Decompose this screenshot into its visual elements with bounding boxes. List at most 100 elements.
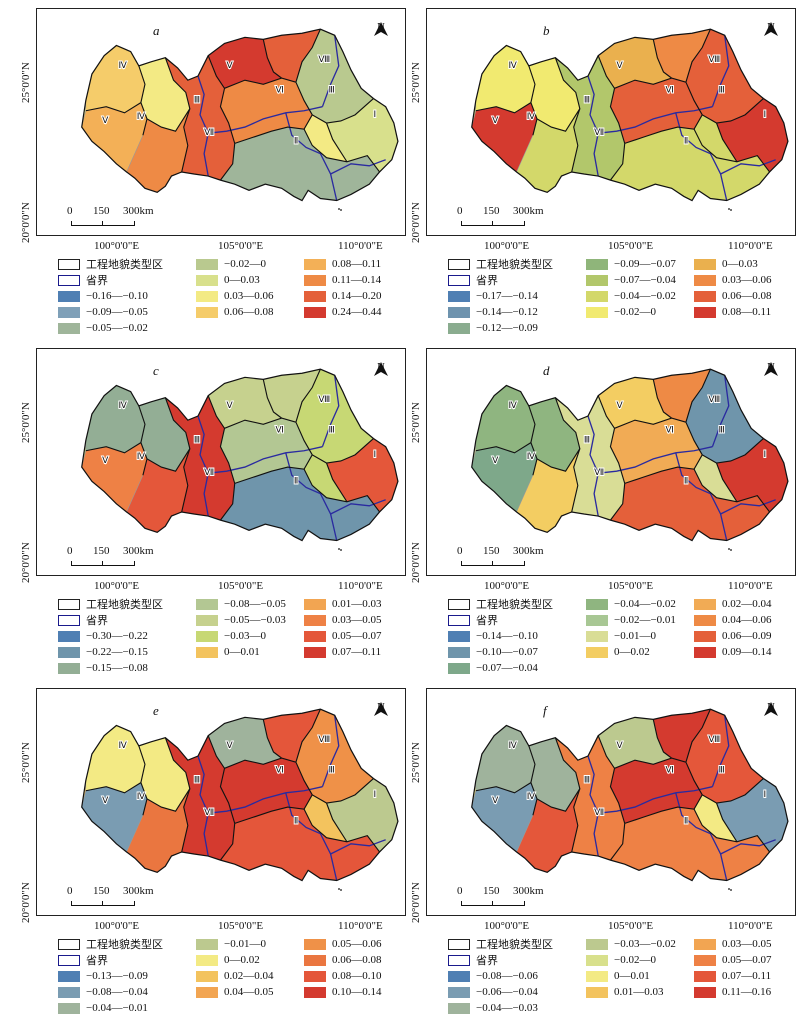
legend-swatch bbox=[586, 274, 608, 286]
legend-label: 0.03—0.06 bbox=[722, 274, 772, 286]
legend-label: 0.05—0.07 bbox=[332, 630, 382, 642]
scale-label-150: 150 bbox=[483, 205, 500, 217]
province-boundary-5 bbox=[330, 499, 386, 515]
legend-class-7: 0—0.01 bbox=[196, 646, 260, 658]
north-arrow: N bbox=[371, 21, 391, 36]
zone-boundary-5 bbox=[614, 757, 687, 769]
legend-swatch bbox=[58, 646, 80, 658]
legend-label: −0.15—−0.08 bbox=[86, 662, 148, 674]
province-boundary-3 bbox=[321, 375, 340, 447]
zone-boundary-7 bbox=[295, 28, 321, 83]
zone-boundary-12 bbox=[146, 448, 191, 472]
island-dot bbox=[728, 888, 730, 890]
legend-label: −0.14—−0.12 bbox=[476, 306, 538, 318]
latitude-label: 25°0'0"N bbox=[410, 62, 422, 103]
map-legend: 工程地貌类型区 省界 −0.13—−0.09 −0.08—−0.04 −0.04—−0.… bbox=[58, 938, 418, 1018]
legend-swatch bbox=[448, 986, 470, 998]
legend-swatch bbox=[448, 646, 470, 658]
legend-class-2: −0.14—−0.12 bbox=[448, 306, 538, 318]
legend-label: 工程地貌类型区 bbox=[86, 599, 163, 611]
legend-label: −0.05—−0.02 bbox=[86, 322, 148, 334]
legend-class-6: 0.02—0.04 bbox=[196, 970, 274, 982]
zone-boundary-3 bbox=[554, 397, 581, 513]
legend-class-4: −0.01—0 bbox=[196, 938, 266, 950]
north-arrow-icon bbox=[374, 22, 388, 36]
legend-label: 0.01—0.03 bbox=[614, 986, 664, 998]
legend-label: 0.04—0.05 bbox=[224, 986, 274, 998]
zone-label: Ⅱ bbox=[684, 815, 689, 825]
province-boundary-1 bbox=[197, 415, 209, 517]
scale-label-150: 150 bbox=[93, 545, 110, 557]
legend-label: −0.08—−0.04 bbox=[86, 986, 148, 998]
map-panel-e: Ⅰ Ⅱ Ⅲ Ⅳ Ⅴ Ⅵ Ⅶ Ⅷ Ⅳ Ⅲ Ⅴe N 0 150 300km 25°0'0"N 20°0'0"N 10… bbox=[0, 680, 800, 1020]
legend-swatch bbox=[304, 598, 326, 610]
latitude-label: 25°0'0"N bbox=[410, 742, 422, 783]
legend-label: −0.09—−0.07 bbox=[614, 258, 676, 270]
legend-swatch bbox=[448, 970, 470, 982]
zone-boundary-9 bbox=[624, 454, 703, 484]
island-dot bbox=[338, 208, 340, 210]
north-arrow: N bbox=[371, 361, 391, 376]
panel-letter: f bbox=[543, 703, 547, 718]
zone-label: Ⅵ bbox=[666, 424, 674, 434]
legend-class-3: −0.15—−0.08 bbox=[58, 662, 148, 674]
scale-label-150: 150 bbox=[93, 885, 110, 897]
zone-label: Ⅴ bbox=[227, 400, 234, 410]
legend-swatch bbox=[58, 598, 80, 610]
legend-swatch bbox=[58, 614, 80, 626]
zone-boundary-7 bbox=[685, 708, 711, 763]
legend-label: 工程地貌类型区 bbox=[86, 939, 163, 951]
zone-label: Ⅲ bbox=[719, 84, 725, 94]
zone-label: Ⅲ bbox=[719, 424, 725, 434]
north-arrow-icon bbox=[374, 362, 388, 376]
zone-label: Ⅳ bbox=[118, 60, 127, 70]
legend-swatch bbox=[586, 938, 608, 950]
legend-class-6: 0.03—0.06 bbox=[196, 290, 274, 302]
legend-swatch bbox=[586, 954, 608, 966]
legend-swatch bbox=[58, 630, 80, 642]
legend-label: 0.06—0.09 bbox=[722, 630, 772, 642]
zone-label: Ⅴ bbox=[102, 455, 109, 465]
legend-label: −0.07—−0.04 bbox=[476, 662, 538, 674]
island-dot bbox=[338, 548, 340, 550]
legend-class-10: 0.06—0.08 bbox=[694, 290, 772, 302]
legend-swatch bbox=[694, 598, 716, 610]
legend-label: −0.08—−0.06 bbox=[476, 970, 538, 982]
zone-boundary-11 bbox=[715, 802, 738, 843]
zone-label: Ⅵ bbox=[276, 84, 284, 94]
legend-swatch bbox=[196, 290, 218, 302]
legend-label: −0.03—−0.02 bbox=[614, 938, 676, 950]
zone-boundary-12 bbox=[146, 108, 191, 132]
legend-class-2: −0.06—−0.04 bbox=[448, 986, 538, 998]
longitude-label: 100°0'0"E bbox=[94, 240, 140, 252]
zone-boundary-10 bbox=[693, 468, 771, 513]
legend-swatch bbox=[694, 646, 716, 658]
legend-class-5: −0.05—−0.03 bbox=[196, 614, 286, 626]
legend-class-7: 0—0.02 bbox=[586, 646, 650, 658]
zone-label: Ⅳ bbox=[508, 400, 517, 410]
legend-swatch bbox=[304, 258, 326, 270]
zone-label: Ⅰ bbox=[763, 789, 766, 799]
legend-swatch bbox=[694, 938, 716, 950]
legend-swatch bbox=[586, 598, 608, 610]
zone-label: Ⅶ bbox=[204, 127, 214, 137]
zone-label: Ⅱ bbox=[294, 135, 299, 145]
zone-label: Ⅲ bbox=[194, 435, 200, 445]
map-legend: 工程地貌类型区 省界 −0.17—−0.14 −0.14—−0.12 −0.12—−0.… bbox=[448, 258, 800, 338]
longitude-label: 110°0'0"E bbox=[338, 920, 383, 932]
province-boundary-3 bbox=[321, 35, 340, 107]
zone-label: Ⅲ bbox=[194, 95, 200, 105]
legend-class-9: 0.03—0.06 bbox=[694, 274, 772, 286]
legend-class-10: 0.08—0.10 bbox=[304, 970, 382, 982]
map-panel-f: Ⅰ Ⅱ Ⅲ Ⅳ Ⅴ Ⅵ Ⅶ Ⅷ Ⅳ Ⅲ Ⅴf N 0 150 300km 25°0'0"N 20°0'0"N 10… bbox=[0, 680, 800, 1020]
legend-swatch bbox=[586, 970, 608, 982]
legend-label: −0.06—−0.04 bbox=[476, 986, 538, 998]
scale-label-300: 300km bbox=[123, 205, 154, 217]
scale-label-300: 300km bbox=[513, 545, 544, 557]
zone-boundary-3 bbox=[164, 737, 191, 853]
province-boundary-2 bbox=[208, 106, 323, 134]
province-boundary-4 bbox=[675, 112, 728, 201]
legend-label: 0.02—0.04 bbox=[722, 598, 772, 610]
panel-letter: d bbox=[543, 363, 550, 378]
legend-label: 0.03—0.05 bbox=[722, 938, 772, 950]
